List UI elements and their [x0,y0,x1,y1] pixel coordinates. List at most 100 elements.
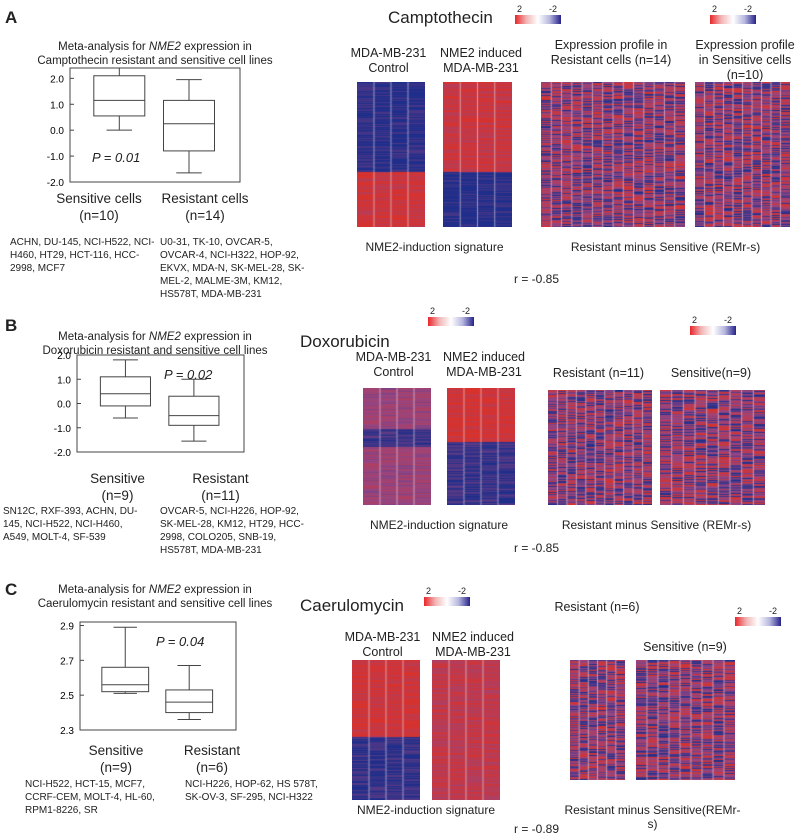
box-0 [93,75,146,117]
correlation-value: r = -0.89 [513,822,560,836]
heatmap-label-induced: NME2 induced MDA-MB-231 [440,46,522,75]
group-name: Sensitive [88,743,144,758]
drug-title: Caerulomycin [300,596,404,615]
heatmap-label-resistant: Resistant (n=11) [552,366,645,380]
group-n: (n=10) [79,208,119,223]
y-tick-label: 1.0 [50,100,64,111]
title-text: Meta-analysis for [58,584,149,596]
box-1 [168,395,220,426]
heatmap-control [352,660,420,800]
panel-label: A [5,8,18,27]
resistant-cell-lines: OVCAR-5, NCI-H226, HOP-92, SK-MEL-28, KM… [160,506,304,556]
color-scale-high: 2 [712,4,718,14]
p-value: P = 0.04 [156,634,205,649]
group-name: Sensitive cells [56,191,142,206]
heatmap-sensitive [660,390,765,505]
p-value: P = 0.01 [92,150,141,165]
rems-label: Resistant minus Sensitive (REMr-s) [570,240,761,254]
group-name: Resistant cells [161,191,249,206]
y-tick-label: 2.0 [57,351,71,362]
color-scale-low: -2 [458,586,467,596]
color-scale-bar [710,15,756,24]
y-tick-label: -2.0 [54,448,72,459]
color-scale-low: -2 [724,315,733,325]
y-tick-label: 2.7 [60,656,74,667]
y-tick-label: -1.0 [54,424,72,435]
heatmap-label-sensitive: Expression profile in Sensitive cells (n… [695,38,795,82]
drug-title: Doxorubicin [300,332,390,351]
color-scale-bar [428,317,474,326]
y-tick-label: 0.0 [50,126,64,137]
rems-label: Resistant minus Sensitive (REMr-s) [561,518,752,532]
plot-frame [79,621,237,731]
p-value: P = 0.02 [164,367,213,382]
correlation-value: r = -0.85 [513,541,560,555]
plot-frame [69,67,241,183]
color-scale-high: 2 [692,315,698,325]
heatmap-resistant [541,82,685,227]
y-tick-label: 2.3 [60,726,74,737]
heatmap-control [363,388,431,505]
heatmap-resistant [570,660,625,780]
title-text: NME2 [148,41,181,53]
heatmap-nme2-induced [432,660,500,800]
color-scale-bar [690,326,736,335]
heatmap-label-control: MDA-MB-231 Control [344,630,421,659]
signature-label: NME2-induction signature [369,518,509,532]
y-tick-label: 2.0 [50,74,64,85]
heatmap-resistant [548,390,652,505]
color-scale-bar [515,15,561,24]
sensitive-cell-lines: NCI-H522, HCT-15, MCF7, CCRF-CEM, MOLT-4… [25,779,155,816]
title-text: Doxorubicin resistant and sensitive cell… [42,345,268,357]
color-scale-high: 2 [430,306,436,316]
rems-label: Resistant minus Sensitive(REMr-s) [564,803,741,831]
resistant-cell-lines: U0-31, TK-10, OVCAR-5, OVCAR-4, NCI-H322… [160,237,305,300]
heatmap-label-control: MDA-MB-231 Control [350,46,427,75]
title-text: Camptothecin resistant and sensitive cel… [37,55,273,67]
group-name: Sensitive [90,471,145,486]
heatmap-label-induced: NME2 induced MDA-MB-231 [443,350,525,379]
panel-label: B [5,316,18,335]
meta-analysis-title: Meta-analysis for NME2 expression in Caer… [24,583,286,611]
color-scale-bar [735,617,781,626]
meta-analysis-title: Meta-analysis for NME2 expression in Camp… [24,40,286,68]
group-n: (n=6) [196,760,228,775]
sensitive-cell-lines: ACHN, DU-145, NCI-H522, NCI-H460, HT29, … [10,237,155,274]
heatmap-label-resistant: Expression profile in Resistant cells (n… [550,38,672,67]
y-tick-label: 2.9 [60,621,74,632]
color-scale-high: 2 [737,606,743,616]
correlation-value: r = -0.85 [513,272,560,286]
signature-label: NME2-induction signature [365,240,504,254]
title-text: Caerulomycin resistant and sensitive cel… [37,598,273,610]
title-text: expression in [180,41,252,53]
box-1 [163,99,215,152]
title-text: Meta-analysis for [58,331,149,343]
color-scale-high: 2 [517,4,523,14]
title-text: NME2 [148,331,181,343]
heatmap-control [357,82,425,227]
heatmap-label-induced: NME2 induced MDA-MB-231 [432,630,514,659]
title-text: expression in [180,331,252,343]
heatmap-label-sensitive: Sensitive (n=9) [643,640,727,654]
resistant-cell-lines: NCI-H226, HOP-62, HS 578T, SK-OV-3, SF-2… [185,779,318,803]
group-n: (n=14) [185,208,225,223]
sensitive-cell-lines: SN12C, RXF-393, ACHN, DU-145, NCI-H522, … [3,506,138,543]
heatmap-nme2-induced [443,82,512,227]
color-scale-low: -2 [769,606,778,616]
title-text: expression in [180,584,252,596]
signature-label: NME2-induction signature [356,803,496,817]
color-scale-bar [424,597,470,606]
panel-label: C [5,580,18,599]
color-scale-low: -2 [744,4,753,14]
box-0 [99,376,151,407]
group-name: Resistant [192,471,249,486]
heatmap-label-resistant: Resistant (n=6) [554,600,640,614]
drug-title: Camptothecin [388,8,493,27]
y-tick-label: 1.0 [57,375,71,386]
group-n: (n=11) [201,488,240,503]
heatmap-sensitive [636,660,735,780]
